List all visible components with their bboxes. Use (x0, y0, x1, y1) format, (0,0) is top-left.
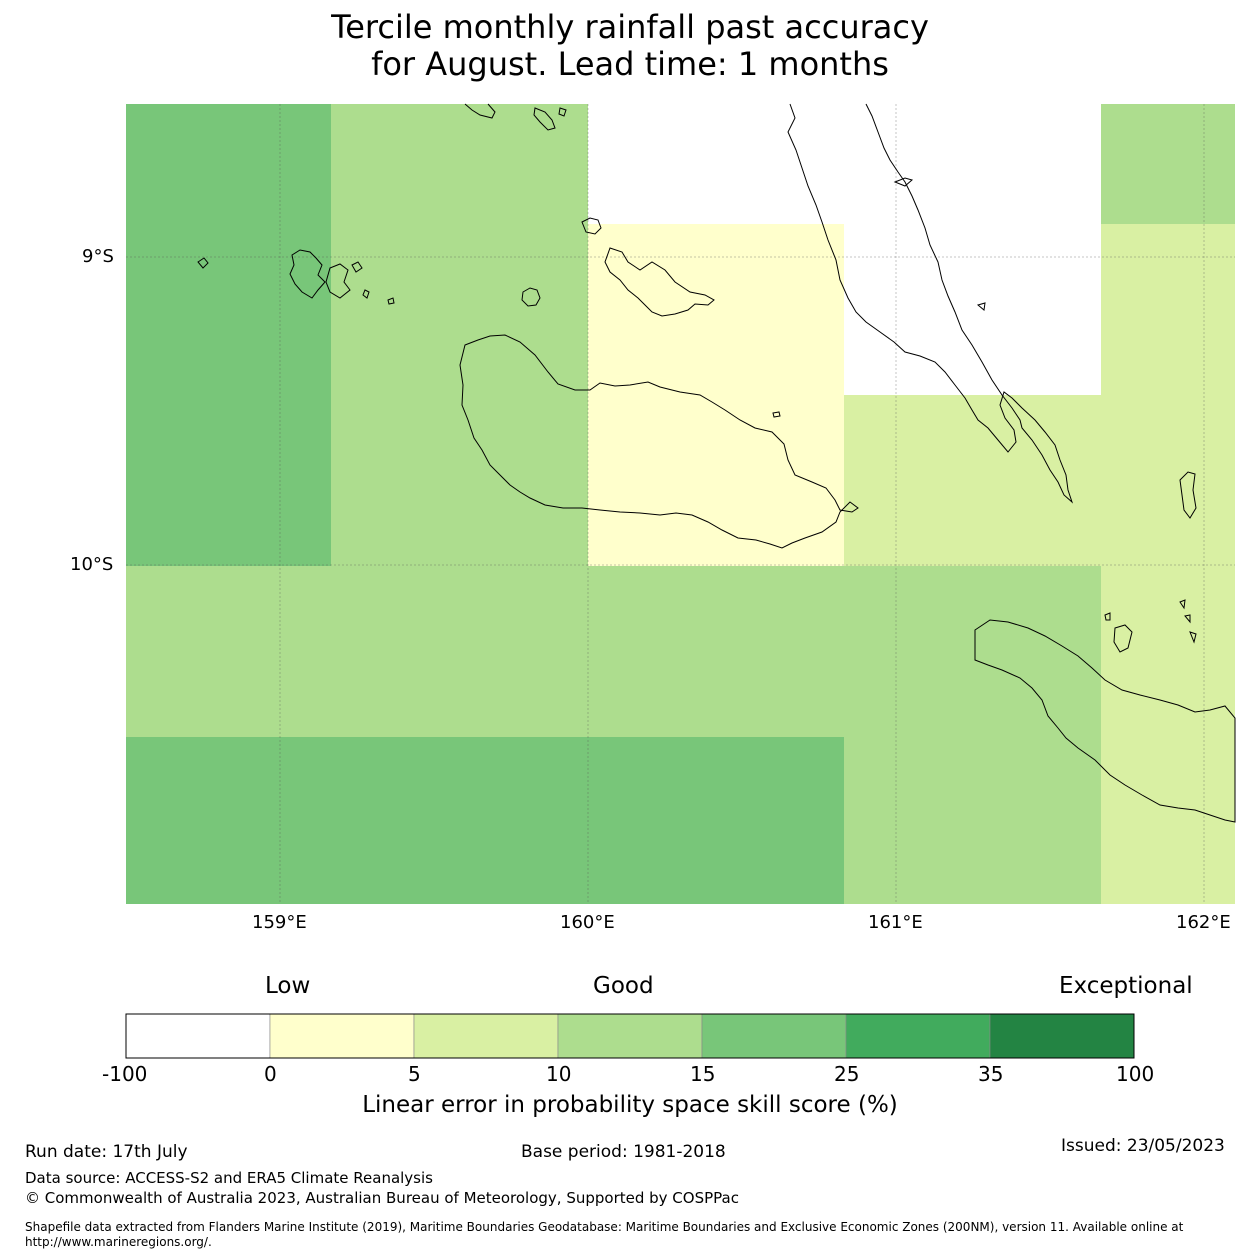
colorbar-swatch (845, 1013, 991, 1059)
colorbar-category-exceptional: Exceptional (1059, 973, 1193, 999)
islet-coastline (1189, 631, 1197, 644)
grid-cell (588, 104, 844, 224)
copyright: © Commonwealth of Australia 2023, Austra… (25, 1189, 739, 1207)
colorbar (125, 1013, 1135, 1059)
grid-cell (126, 737, 844, 904)
islet-coastline (772, 411, 781, 418)
grid-cell (588, 224, 844, 566)
colorbar-tick-label: 100 (1116, 1062, 1155, 1086)
grid-cell (844, 395, 1101, 566)
grid-cell (1101, 224, 1235, 566)
grid-cell (844, 737, 1101, 904)
lat-tick-label: 9°S (82, 246, 114, 267)
colorbar-tick-label: 15 (690, 1062, 716, 1086)
islet-coastline (197, 257, 209, 269)
makira-coastline (974, 619, 1236, 823)
coastlines (197, 103, 1236, 823)
colorbar-category-good: Good (593, 973, 654, 999)
colorbar-label: Linear error in probability space skill … (362, 1092, 898, 1118)
guadalcanal-coastline (459, 334, 859, 549)
colorbar-swatch (125, 1013, 271, 1059)
data-source: Data source: ACCESS-S2 and ERA5 Climate … (25, 1169, 433, 1187)
graticule (126, 104, 1235, 904)
grid-cell (331, 104, 588, 566)
lat-tick-label: 10°S (70, 554, 114, 575)
run-date: Run date: 17th July (25, 1142, 188, 1162)
islet-coastline (387, 297, 395, 305)
issued-date: Issued: 23/05/2023 (1061, 1136, 1225, 1156)
lon-tick-label: 159°E (252, 912, 307, 933)
grid-cell (844, 224, 1101, 395)
grid-cell (126, 566, 1101, 737)
colorbar-tick-label: 35 (978, 1062, 1004, 1086)
islet-coastline (464, 103, 496, 119)
florida-islands-coastline (604, 247, 715, 317)
colorbar-frame (125, 1013, 1135, 1059)
lon-tick-label: 160°E (560, 912, 615, 933)
islet-coastline (362, 289, 370, 299)
lon-tick-label: 162°E (1176, 912, 1231, 933)
colorbar-swatch (413, 1013, 559, 1059)
ulawa-coastline (1179, 471, 1197, 519)
base-period: Base period: 1981-2018 (521, 1142, 726, 1162)
colorbar-tick-label: 5 (408, 1062, 421, 1086)
islet-coastline (351, 261, 363, 273)
colorbar-tick-label: 25 (834, 1062, 860, 1086)
islet-coastline (893, 177, 914, 187)
islet-coastline (1179, 599, 1186, 610)
islet-coastline (1184, 614, 1191, 624)
islet-coastline (558, 107, 567, 117)
islet-coastline (1113, 624, 1133, 653)
grid-cell (126, 104, 331, 566)
map-title-line-2: for August. Lead time: 1 months (371, 45, 889, 83)
savo-island-coastline (521, 287, 541, 307)
russell-islands-coastline (289, 249, 326, 299)
lon-tick-label: 161°E (868, 912, 923, 933)
islet-coastline (1104, 612, 1111, 621)
colorbar-tick-label: 10 (546, 1062, 572, 1086)
shapefile-credit-line-2: http://www.marineregions.org/. (25, 1235, 212, 1249)
colorbar-tick-label: -100 (102, 1062, 148, 1086)
colorbar-tick-label: 0 (264, 1062, 277, 1086)
grid-cell (1101, 566, 1235, 904)
islet-coastline (533, 107, 556, 131)
grid-cell (844, 104, 1101, 224)
skill-grid-cells (126, 104, 1235, 904)
colorbar-swatch (269, 1013, 415, 1059)
russell-islands-coastline (325, 263, 351, 299)
shapefile-credit-line-1: Shapefile data extracted from Flanders M… (25, 1220, 1184, 1234)
colorbar-swatch (989, 1013, 1135, 1059)
map-title-line-1: Tercile monthly rainfall past accuracy (331, 8, 929, 46)
florida-islands-coastline (581, 217, 602, 235)
colorbar-swatch (701, 1013, 847, 1059)
grid-cell (1101, 104, 1235, 224)
malaita-coastline (787, 103, 1074, 504)
colorbar-swatch (557, 1013, 703, 1059)
colorbar-category-low: Low (265, 973, 311, 999)
islet-coastline (976, 302, 986, 311)
